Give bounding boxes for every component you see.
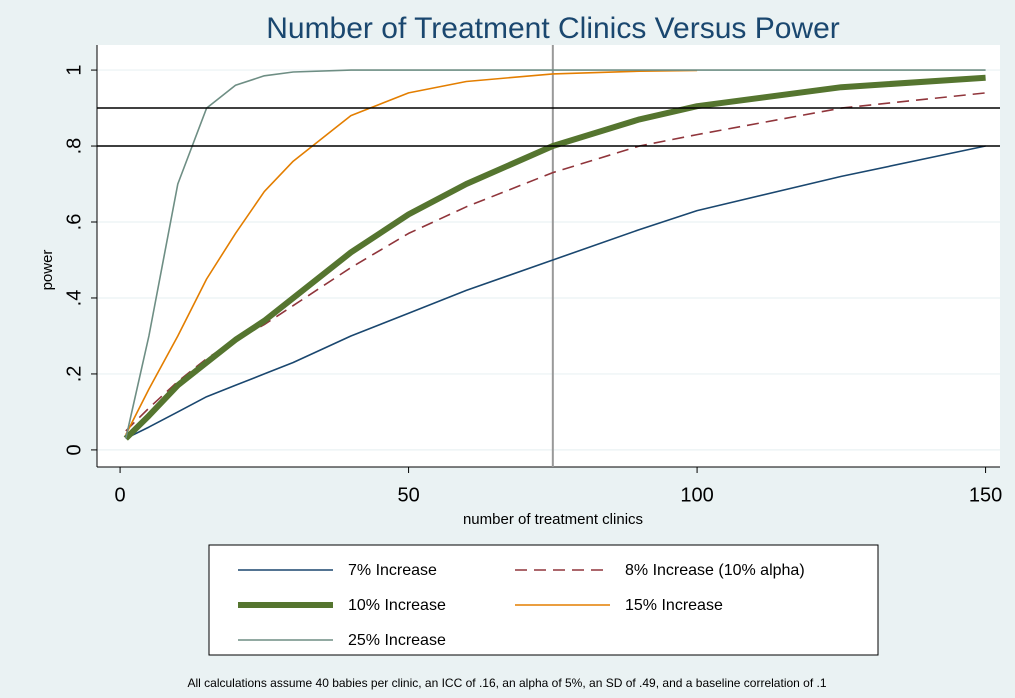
x-tick-label: 0 [115, 484, 126, 506]
y-tick-label: .8 [63, 138, 85, 155]
series-line [125, 69, 986, 439]
x-tick-label: 150 [969, 484, 1002, 506]
y-tick-label: 0 [63, 444, 85, 455]
plot-area [97, 45, 1000, 467]
series-line [125, 69, 698, 436]
legend-box [208, 544, 879, 656]
y-tick-label: .2 [63, 366, 85, 383]
legend-label: 25% Increase [348, 632, 446, 649]
note: All calculations assume 40 babies per cl… [187, 676, 826, 690]
legend-label: 10% Increase [348, 597, 446, 614]
series-line [125, 145, 986, 440]
y-tick-label: 1 [63, 65, 85, 76]
x-axis-label: number of treatment clinics [463, 511, 643, 528]
y-axis-label: power [39, 250, 56, 291]
legend-label: 15% Increase [625, 597, 723, 614]
chart-title: Number of Treatment Clinics Versus Power [266, 12, 840, 45]
legend-label: 7% Increase [348, 562, 437, 579]
series-line [123, 74, 986, 441]
legend-label: 8% Increase (10% alpha) [625, 562, 805, 579]
y-tick-label: .6 [63, 214, 85, 231]
x-tick-label: 50 [397, 484, 419, 506]
y-tick-label: .4 [63, 290, 85, 307]
x-tick-label: 100 [680, 484, 713, 506]
